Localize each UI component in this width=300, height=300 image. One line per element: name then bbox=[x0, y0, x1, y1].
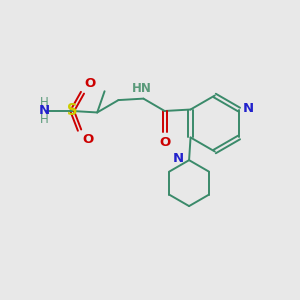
Text: O: O bbox=[84, 77, 95, 90]
Text: N: N bbox=[242, 101, 254, 115]
Text: HN: HN bbox=[132, 82, 152, 95]
Text: H: H bbox=[40, 96, 49, 109]
Text: N: N bbox=[39, 104, 50, 118]
Text: H: H bbox=[40, 113, 49, 126]
Text: N: N bbox=[173, 152, 184, 165]
Text: S: S bbox=[67, 103, 77, 118]
Text: O: O bbox=[159, 136, 170, 149]
Text: O: O bbox=[82, 133, 93, 146]
